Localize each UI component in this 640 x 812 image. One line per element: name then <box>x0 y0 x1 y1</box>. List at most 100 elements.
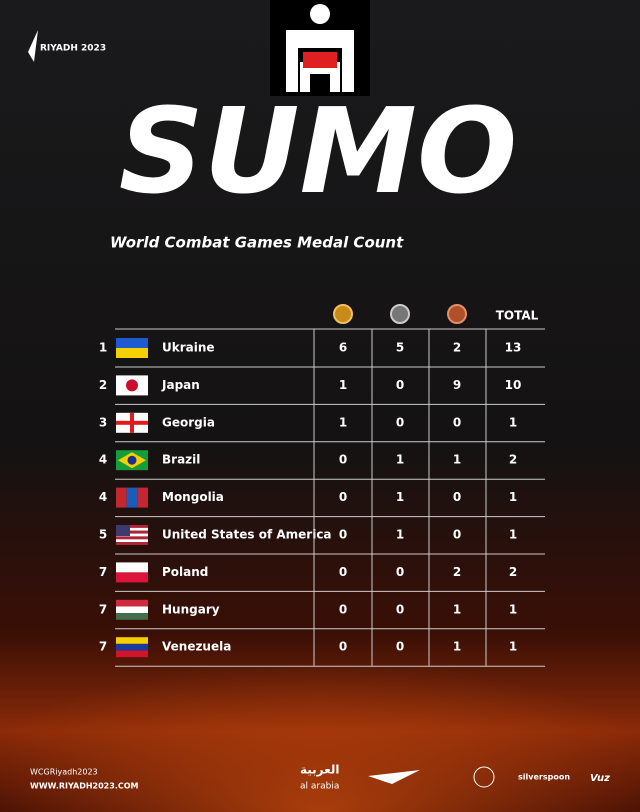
country: Mongolia <box>162 490 224 504</box>
medal-count: 0 <box>396 565 404 579</box>
flag-part <box>116 599 148 607</box>
medal-count: 0 <box>339 528 347 542</box>
subtitle: World Combat Games Medal Count <box>110 234 404 252</box>
medal-count: 2 <box>509 453 517 467</box>
medal-count: 13 <box>505 341 522 355</box>
medal-count: 0 <box>453 415 461 429</box>
flag-part <box>116 487 127 508</box>
flag-part <box>126 487 138 508</box>
rank: 7 <box>99 602 107 616</box>
logo-text: RIYADH 2023 <box>40 44 106 54</box>
flag-part <box>116 525 148 528</box>
flag-part <box>116 542 148 545</box>
flag-part <box>116 637 148 644</box>
medal-count: 1 <box>509 490 517 504</box>
rank: 3 <box>99 415 107 429</box>
rank: 2 <box>99 378 107 392</box>
medal-count: 1 <box>396 490 404 504</box>
flag-part <box>116 606 148 614</box>
flag <box>116 412 148 433</box>
country: United States of America <box>162 528 332 542</box>
rank: 4 <box>99 490 107 504</box>
medal-count: 10 <box>505 378 522 392</box>
flag-part <box>116 643 148 651</box>
medal-count: 1 <box>453 640 461 654</box>
flag-part <box>116 338 148 348</box>
flag <box>116 338 148 358</box>
country: Japan <box>161 378 200 392</box>
flag <box>116 375 148 396</box>
medal-count: 0 <box>339 453 347 467</box>
flag <box>116 525 148 545</box>
medal-count: 9 <box>453 378 461 392</box>
flag-part <box>116 539 148 543</box>
medal-count: 1 <box>453 602 461 616</box>
medal-count: 2 <box>453 341 461 355</box>
flag-part <box>116 536 148 540</box>
table: 1 Ukraine 6 5 2 132 Japan 1 0 9 103 Georgia 1 0 0 14 Bra… <box>99 328 545 667</box>
medal-count: 0 <box>339 602 347 616</box>
medal-count: 2 <box>453 565 461 579</box>
medal-count: 0 <box>396 378 404 392</box>
flag-part <box>116 348 148 358</box>
flag-part <box>126 379 138 392</box>
medal-count: 0 <box>339 640 347 654</box>
footer-url: WWW.RIYADH2023.COM <box>30 782 139 791</box>
country: Poland <box>162 565 208 579</box>
medal-count: 0 <box>453 528 461 542</box>
fire-glow <box>0 560 640 812</box>
medal-count: 1 <box>396 453 404 467</box>
flag-part <box>116 533 148 537</box>
medal-count: 0 <box>339 490 347 504</box>
flag <box>116 487 148 508</box>
country: Georgia <box>162 415 215 429</box>
sponsor: العربية <box>300 763 340 777</box>
medal-count: 1 <box>509 415 517 429</box>
footer-handle: WCGRiyadh2023 <box>30 768 98 777</box>
flag <box>116 562 148 583</box>
flag <box>116 450 148 471</box>
medal-count: 1 <box>509 640 517 654</box>
rank: 1 <box>99 341 107 355</box>
country: Brazil <box>162 453 200 467</box>
medal-count: 0 <box>339 565 347 579</box>
medal-count: 1 <box>339 378 347 392</box>
rank: 7 <box>99 640 107 654</box>
medal-count: 0 <box>396 415 404 429</box>
medal-count: 5 <box>396 341 404 355</box>
medal-count: 2 <box>509 565 517 579</box>
rank: 4 <box>99 453 107 467</box>
flag-part <box>116 562 148 573</box>
sponsor: silverspoon <box>518 773 570 782</box>
flag-part <box>116 525 130 536</box>
medal-count: 1 <box>453 453 461 467</box>
medal-count: 1 <box>509 602 517 616</box>
flag-part <box>127 455 137 465</box>
total-header: TOTAL <box>496 309 539 323</box>
flag <box>116 637 148 658</box>
sponsor: Vuz <box>590 773 610 784</box>
medal-count: 0 <box>396 640 404 654</box>
flag-part <box>116 420 148 425</box>
rank: 7 <box>99 565 107 579</box>
medal-count: 1 <box>509 528 517 542</box>
medal-count: 6 <box>339 341 347 355</box>
medal-count: 0 <box>396 602 404 616</box>
country: Ukraine <box>162 341 215 355</box>
medal-count: 0 <box>453 490 461 504</box>
flag-part <box>116 650 148 658</box>
flag-part <box>116 572 148 583</box>
medal-count: 1 <box>396 528 404 542</box>
sponsor: al arabia <box>300 782 339 792</box>
rank: 5 <box>99 528 107 542</box>
flag <box>116 599 148 620</box>
medal-icons <box>333 304 467 324</box>
flag-part <box>116 527 148 531</box>
medal-count: 1 <box>339 415 347 429</box>
flag-part <box>116 530 148 534</box>
sumo-icon <box>270 0 370 96</box>
country: Hungary <box>162 602 220 616</box>
country: Venezuela <box>162 640 231 654</box>
